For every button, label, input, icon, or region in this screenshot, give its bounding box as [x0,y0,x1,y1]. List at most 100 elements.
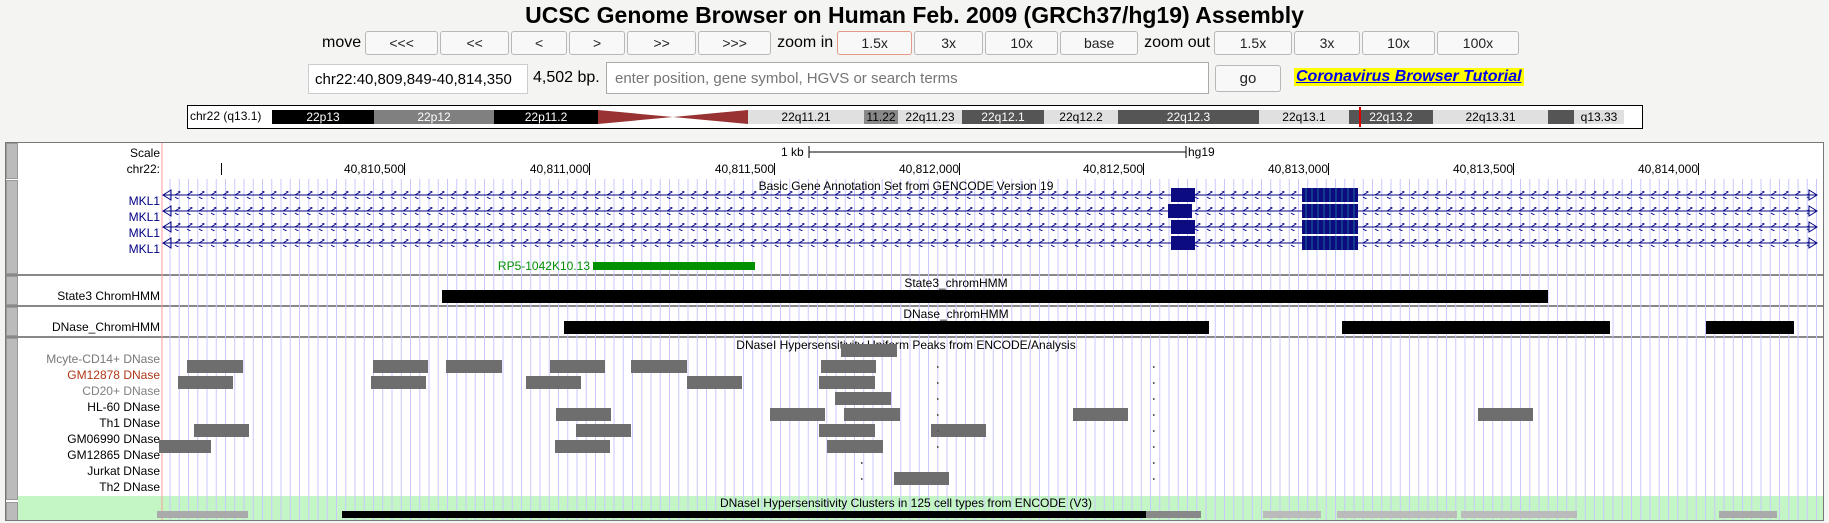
dnase-peak [159,440,211,453]
chrom-tick-label: 40,811,500 [714,162,774,176]
dnase-chromhmm-label[interactable]: DNase_ChromHMM [51,320,160,334]
zoom-base-button[interactable]: base [1060,31,1139,55]
dnase-peak [841,344,897,357]
go-button[interactable]: go [1215,65,1281,92]
peak-dot [861,478,863,480]
zoom-out-3x-button[interactable]: 3x [1293,31,1360,55]
scale-label: Scale [129,146,160,160]
exon [1168,204,1192,218]
transcript-start [162,189,172,201]
move-right-small-button[interactable]: > [569,31,626,55]
chrom-tick [1143,163,1144,175]
dnase-peaks[interactable] [6,143,1824,521]
gene-label[interactable]: MKL1 [128,194,160,208]
cluster-feature [1146,511,1201,518]
track-gutter[interactable] [6,276,18,305]
dnase-peak [835,392,891,405]
move-right-button[interactable]: >> [627,31,697,55]
gene-rp5-feature[interactable] [593,262,755,270]
zoom-out-10x-button[interactable]: 10x [1361,31,1435,55]
chromosome-ideogram[interactable]: chr22 (q13.1) 22p13 22p12 22p11.2 22q11.… [187,105,1643,129]
peak-dot [937,382,939,384]
dnase-row-label[interactable]: HL-60 DNase [87,400,160,414]
cluster-features[interactable] [6,143,1824,521]
state3-label[interactable]: State3 ChromHMM [57,289,160,303]
dnase-peak [819,424,875,437]
track-gutter[interactable] [6,180,18,274]
nav-bar: move <<< << < > >> >>> zoom in 1.5x 3x 1… [318,31,1521,55]
cluster-feature [1263,511,1321,518]
ideogram-band [1548,110,1574,124]
dnase-peak [373,360,428,373]
chrom-tick-label: 40,814,000 [1637,162,1698,176]
peak-dot [1153,414,1155,416]
move-far-right-button[interactable]: >>> [698,31,772,55]
dnase-peak [819,376,875,389]
dnase-row-label[interactable]: GM12878 DNase [67,368,160,382]
dnase-row-label[interactable]: CD20+ DNase [82,384,160,398]
ideogram-band: 22p13 [272,110,374,124]
dnase-peak [371,376,426,389]
ideogram-band: 22q13.2 [1349,110,1433,124]
tracks-panel[interactable]: Scale chr22: MKL1 MKL1 MKL1 MKL1 State3 … [5,142,1824,521]
move-left-button[interactable]: << [440,31,510,55]
gene-label-rp5[interactable]: RP5-1042K10.13 [497,259,590,273]
position-display[interactable]: chr22:40,809,849-40,814,350 [308,64,528,94]
tutorial-link[interactable]: Coronavirus Browser Tutorial [1294,68,1524,86]
track-gutter[interactable] [6,307,18,336]
exon [1171,188,1195,202]
move-far-left-button[interactable]: <<< [365,31,439,55]
peak-dot [861,462,863,464]
gencode-track-title: Basic Gene Annotation Set from GENCODE V… [758,179,1054,193]
track-gutter[interactable] [6,338,18,500]
transcript-end [1808,205,1818,217]
dnase-peak [555,440,610,453]
track-gutter[interactable] [6,502,18,520]
dnase-peaks-track-title: DNaseI Hypersensitivity Uniform Peaks fr… [736,338,1076,352]
cluster-feature [157,511,248,518]
state3-feature[interactable] [442,290,1548,303]
dnase-peak [556,408,611,421]
dnase-chromhmm-feature[interactable] [564,321,1209,334]
track-gutter[interactable] [6,143,18,179]
gene-label[interactable]: MKL1 [128,210,160,224]
transcript-start [162,237,172,249]
zoom-in-10x-button[interactable]: 10x [985,31,1059,55]
chrom-tick-label: 40,812,000 [898,162,959,176]
chrom-tick-label: 40,813,000 [1267,162,1328,176]
gencode-transcripts[interactable] [161,188,1821,258]
ideogram-band: 22p11.2 [494,110,598,124]
move-left-small-button[interactable]: < [511,31,568,55]
dnase-chromhmm-feature[interactable] [1342,321,1610,334]
ideogram-band: 22q12.2 [1044,110,1118,124]
state3-track-title: State3_chromHMM [904,276,1008,290]
centromere [598,110,748,124]
ideogram-band: 11.22 [864,110,898,124]
dnase-peak [576,424,631,437]
exon [1171,236,1195,250]
dnase-peak [844,408,900,421]
transcript-end [1808,237,1818,249]
ideogram-band: 22q13.31 [1433,110,1548,124]
dnase-row-label[interactable]: Th1 DNase [99,416,160,430]
scale-bar-label: 1 kb [781,145,804,159]
dnase-chromhmm-feature[interactable] [1706,321,1794,334]
assembly-label: hg19 [1188,145,1215,159]
dnase-row-label[interactable]: Mcyte-CD14+ DNase [46,352,160,366]
search-input[interactable] [606,62,1209,94]
zoom-out-100x-button[interactable]: 100x [1436,31,1519,55]
dnase-row-label[interactable]: Jurkat DNase [87,464,160,478]
zoom-out-1-5x-button[interactable]: 1.5x [1213,31,1292,55]
gene-label[interactable]: MKL1 [128,226,160,240]
ideogram-band: 22q11.21 [748,110,864,124]
dnase-row-label[interactable]: GM06990 DNase [67,432,160,446]
chrom-tick-label: 40,812,500 [1082,162,1143,176]
zoom-in-3x-button[interactable]: 3x [914,31,984,55]
dnase-row-label[interactable]: Th2 DNase [99,480,160,494]
chrom-tick [1698,163,1699,175]
exon [1171,220,1195,234]
dnase-row-label[interactable]: GM12865 DNase [67,448,160,462]
zoom-in-1-5x-button[interactable]: 1.5x [837,31,913,55]
gene-label[interactable]: MKL1 [128,242,160,256]
dnase-peak [631,360,687,373]
